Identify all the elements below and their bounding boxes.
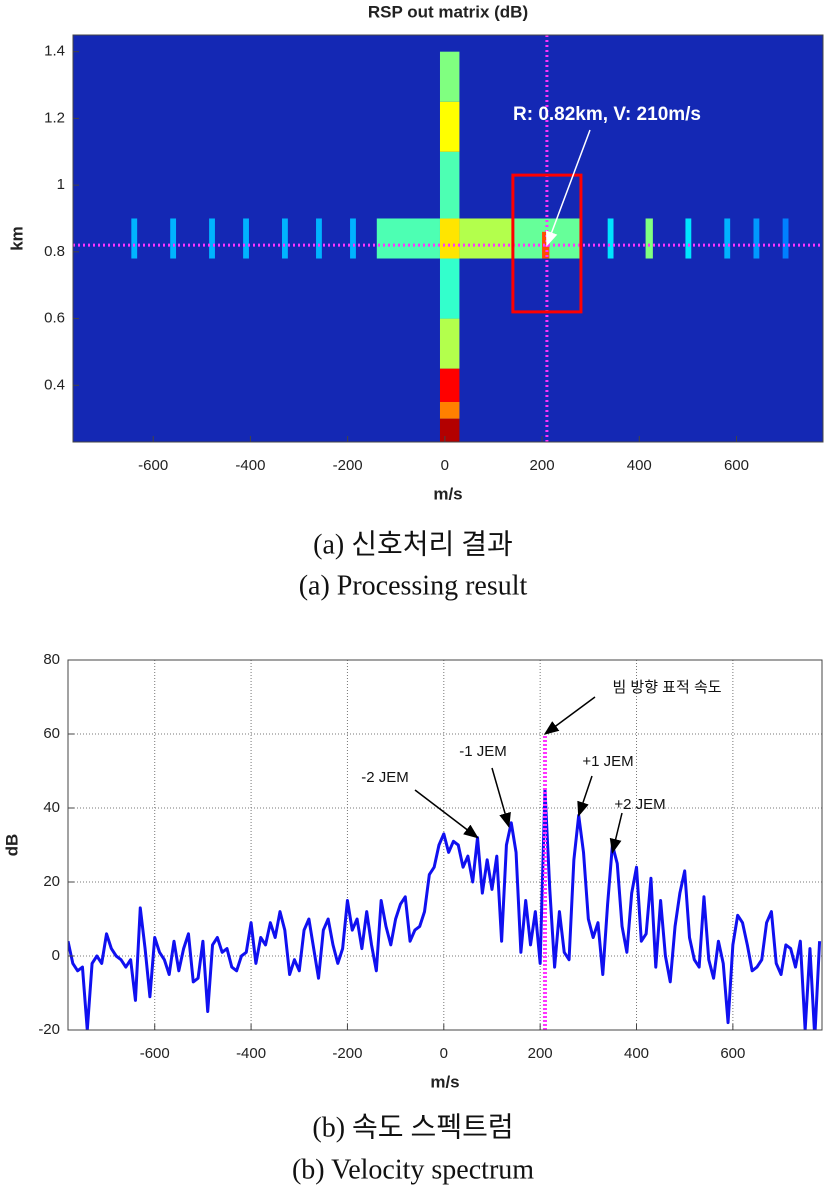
heatmap-cell [439,401,460,419]
heatmap-cell [350,218,356,259]
heatmap-cell [376,218,440,259]
annotation-arrow [577,775,593,817]
annotation: +2 JEM [614,796,665,813]
annotation: R: 0.82km, V: 210m/s [513,104,701,125]
heatmap-cell [439,368,460,402]
y-tick-label: 1 [57,176,65,193]
x-tick-label: -600 [140,1045,170,1062]
y-tick-label: 1.4 [44,43,65,60]
axes-frame [67,659,823,1031]
y-axis-label: dB [2,834,21,857]
heatmap-cell [439,101,460,152]
axes-frame [72,34,824,443]
annotation: -1 JEM [459,743,507,760]
plot-area [73,35,823,442]
heatmap-cell [439,318,460,369]
x-tick-label: 600 [720,1045,745,1062]
x-tick-label: 0 [440,1045,448,1062]
heatmap-cell [439,151,460,219]
y-tick-label: -20 [38,1021,60,1038]
x-tick-label: 200 [528,1045,553,1062]
x-tick-label: 400 [624,1045,649,1062]
caption: (a) Processing result [299,570,528,601]
x-tick-label: -400 [236,1045,266,1062]
heatmap-cell [685,218,692,259]
annotation-arrow [414,789,479,839]
heatmap-cell [170,218,177,259]
y-tick-label: 20 [43,873,60,890]
x-tick-label: 200 [530,457,555,474]
heatmap-cell [131,218,138,259]
plot-area [68,660,822,1030]
spectrum-line [68,788,822,1030]
heatmap-cell [459,218,513,259]
annotation: +1 JEM [582,753,633,770]
annotation: -2 JEM [361,769,409,786]
annotation-arrow [491,767,511,828]
x-tick-label: -600 [138,457,168,474]
x-tick-label: -200 [332,1045,362,1062]
y-tick-label: 80 [43,651,60,668]
heatmap-cell [316,218,322,259]
y-axis-label: km [7,226,26,251]
x-tick-label: 400 [627,457,652,474]
y-tick-label: 40 [43,799,60,816]
heatmap-cell [607,218,614,259]
x-tick-label: -400 [235,457,265,474]
y-tick-label: 60 [43,725,60,742]
x-axis-label: m/s [433,484,462,503]
y-tick-label: 1.2 [44,109,65,126]
heatmap-cell [209,218,215,259]
x-axis-label: m/s [430,1072,459,1091]
annotation-arrow [546,129,591,247]
heatmap-cell [282,218,288,259]
y-tick-label: 0.4 [44,376,65,393]
annotation-arrow [609,812,623,854]
annotation: 빔 방향 표적 속도 [612,679,721,696]
x-tick-label: 600 [724,457,749,474]
chart-title: RSP out matrix (dB) [368,2,528,21]
caption: (a) 신호처리 결과 [313,528,513,560]
y-tick-label: 0.8 [44,243,65,260]
heatmap-cell [439,258,460,319]
y-tick-label: 0 [52,947,60,964]
heatmap-cell [243,218,249,259]
highlight-box [511,173,583,314]
heatmap-cell [439,218,460,259]
heatmap-cell [724,218,731,259]
caption: (b) 속도 스펙트럼 [312,1111,513,1143]
annotation-arrow [543,696,596,735]
heatmap-cell [753,218,760,259]
heatmap-cell [439,418,460,442]
x-tick-label: 0 [441,457,449,474]
heatmap-cell [645,218,653,259]
y-tick-label: 0.6 [44,310,65,327]
caption: (b) Velocity spectrum [292,1154,534,1185]
x-tick-label: -200 [333,457,363,474]
heatmap-cell [439,51,460,102]
heatmap-cell [782,218,789,259]
